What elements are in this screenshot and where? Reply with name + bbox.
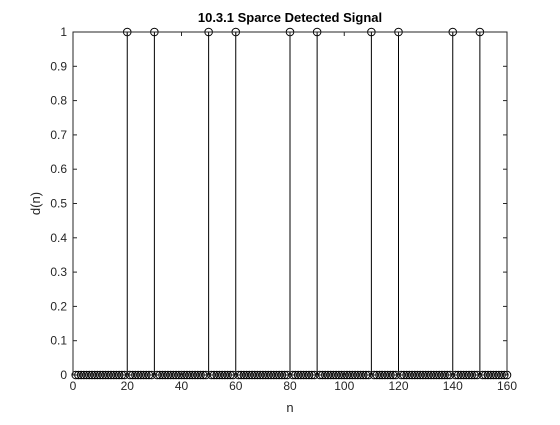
x-tick-label: 0 xyxy=(70,379,77,393)
y-tick-label: 0.1 xyxy=(50,334,67,348)
y-tick-label: 0.6 xyxy=(50,162,67,176)
y-tick-label: 0.3 xyxy=(50,265,67,279)
y-tick-label: 0.7 xyxy=(50,128,67,142)
y-axis-ticks: 0 0.1 0.2 0.3 0.4 0.5 0.6 0.7 0.8 0.9 1 xyxy=(50,25,507,382)
x-axis-label: n xyxy=(286,400,293,415)
x-tick-label: 40 xyxy=(175,379,189,393)
x-tick-label: 100 xyxy=(334,379,354,393)
y-tick-label: 0.2 xyxy=(50,299,67,313)
y-tick-label: 0.5 xyxy=(50,197,67,211)
y-tick-label: 0.4 xyxy=(50,231,67,245)
stems-group xyxy=(126,32,481,375)
x-tick-label: 160 xyxy=(497,379,517,393)
y-tick-label: 0 xyxy=(60,368,67,382)
x-tick-label: 140 xyxy=(443,379,463,393)
x-axis-ticks: 0 20 40 60 80 100 120 140 160 xyxy=(70,32,517,393)
x-tick-label: 20 xyxy=(121,379,135,393)
x-tick-label: 60 xyxy=(229,379,243,393)
y-tick-label: 0.8 xyxy=(50,94,67,108)
x-tick-label: 120 xyxy=(388,379,408,393)
y-tick-label: 1 xyxy=(60,25,67,39)
y-tick-label: 0.9 xyxy=(50,59,67,73)
chart-title: 10.3.1 Sparce Detected Signal xyxy=(198,10,382,25)
x-tick-label: 80 xyxy=(283,379,297,393)
y-axis-label: d(n) xyxy=(28,192,43,215)
